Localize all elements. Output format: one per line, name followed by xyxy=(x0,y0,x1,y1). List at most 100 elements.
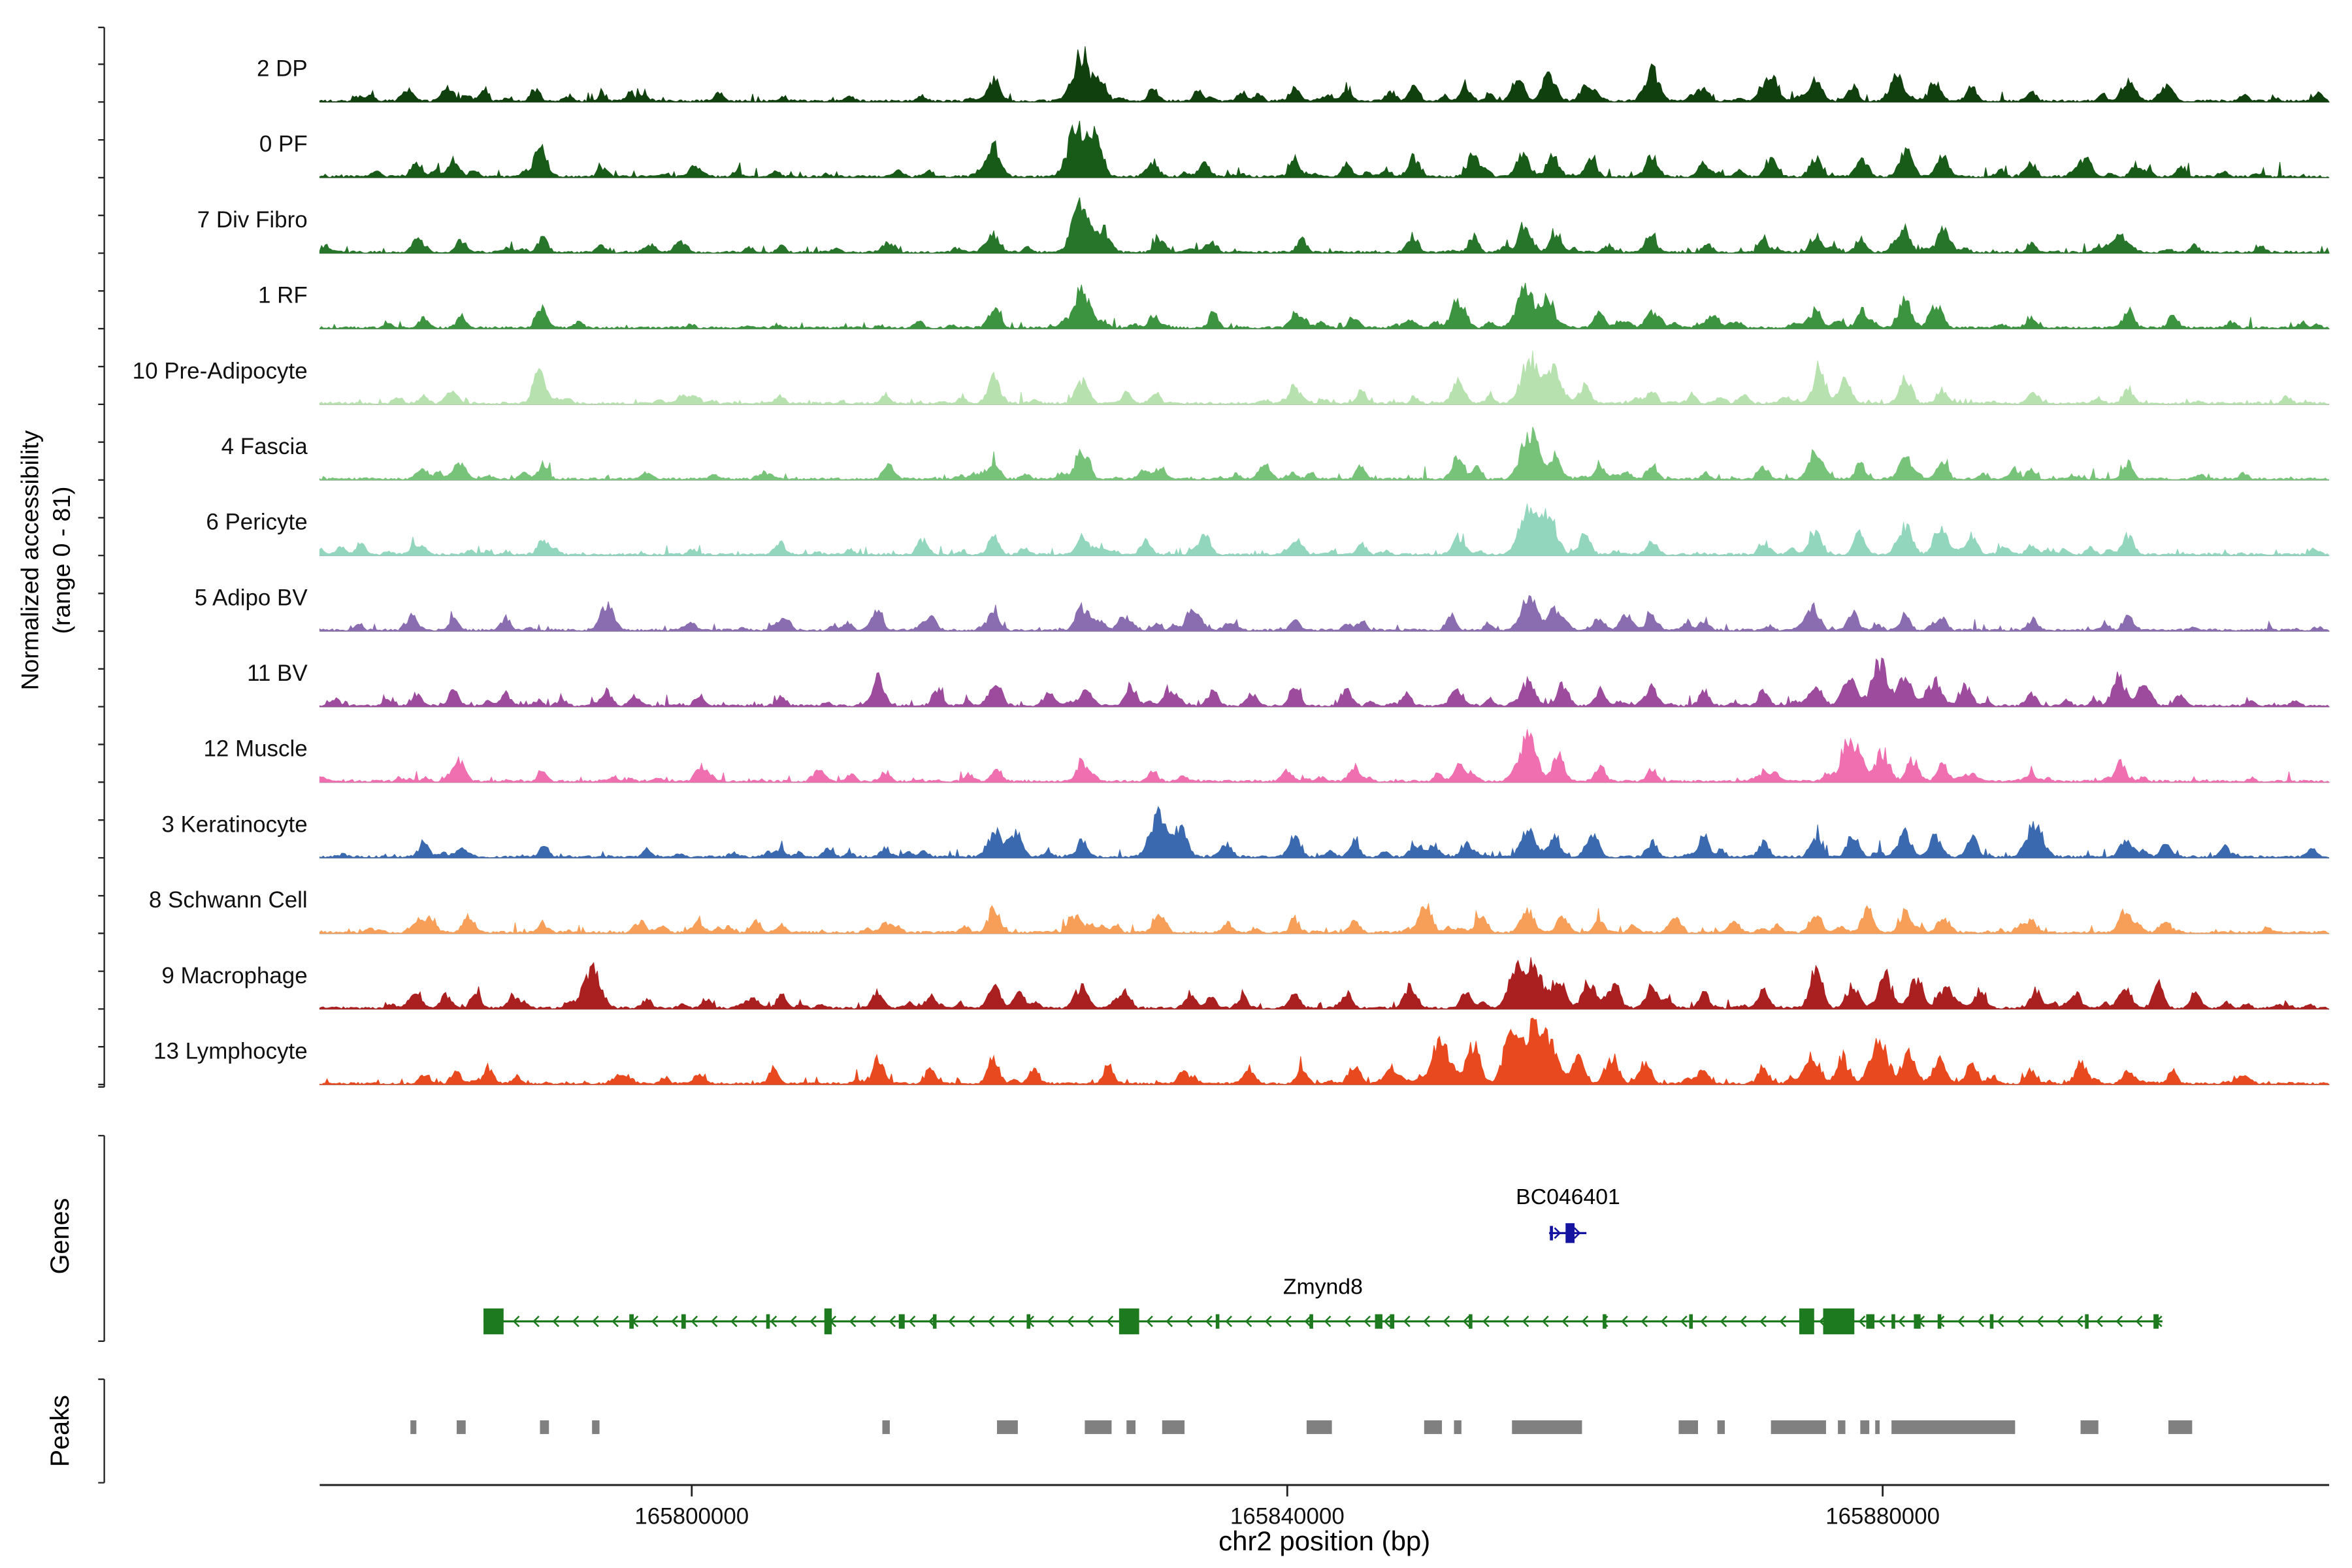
x-tick-label: 165800000 xyxy=(634,1503,749,1529)
peak-region xyxy=(1424,1420,1443,1434)
strand-arrow-icon xyxy=(1086,1315,1094,1328)
strand-arrow-icon xyxy=(789,1315,797,1328)
strand-arrow-icon xyxy=(1383,1315,1391,1328)
peak-region xyxy=(996,1420,1018,1434)
track-label-13-lymphocyte: 13 Lymphocyte xyxy=(154,1038,308,1064)
x-axis-label: chr2 position (bp) xyxy=(1218,1526,1431,1557)
strand-arrow-icon xyxy=(1324,1315,1331,1328)
track-label-4-fascia: 4 Fascia xyxy=(221,434,308,459)
strand-arrow-icon xyxy=(1225,1315,1232,1328)
track-label-3-keratinocyte: 3 Keratinocyte xyxy=(161,811,307,837)
strand-arrow-icon xyxy=(987,1315,995,1328)
strand-arrow-icon xyxy=(730,1315,738,1328)
peak-region xyxy=(2080,1420,2099,1434)
peak-region xyxy=(540,1420,549,1434)
strand-arrow-icon xyxy=(710,1315,718,1328)
gene-exon-zmynd8 xyxy=(766,1314,770,1329)
track-label-7-div-fibro: 7 Div Fibro xyxy=(197,207,308,233)
strand-arrow-icon xyxy=(809,1315,817,1328)
track-label-11-bv: 11 BV xyxy=(247,661,308,686)
gene-label-bc046401: BC046401 xyxy=(1516,1186,1620,1211)
peak-region xyxy=(410,1420,417,1434)
strand-arrow-icon xyxy=(2115,1315,2123,1328)
strand-arrow-icon xyxy=(591,1315,599,1328)
peak-region xyxy=(457,1420,466,1434)
gene-exon-zmynd8 xyxy=(1914,1314,1921,1329)
track-signal-4-fascia xyxy=(319,427,2330,481)
gene-exon-zmynd8 xyxy=(1375,1314,1382,1329)
strand-arrow-icon xyxy=(1185,1315,1193,1328)
strand-arrow-icon xyxy=(1759,1315,1767,1328)
gene-exon-zmynd8 xyxy=(932,1314,937,1329)
strand-arrow-icon xyxy=(1482,1315,1490,1328)
gene-exon-zmynd8 xyxy=(1215,1314,1220,1329)
tracks-axis-bracket xyxy=(98,26,105,1088)
peak-region xyxy=(1875,1420,1880,1434)
gene-exon-zmynd8 xyxy=(1799,1308,1814,1335)
gene-exon-zmynd8 xyxy=(1603,1314,1607,1329)
strand-arrow-icon xyxy=(889,1315,896,1328)
strand-arrow-icon xyxy=(1581,1315,1589,1328)
strand-arrow-icon xyxy=(1502,1315,1510,1328)
strand-arrow-icon xyxy=(2056,1315,2064,1328)
strand-arrow-icon xyxy=(2016,1315,2024,1328)
track-signal-9-macrophage xyxy=(319,957,2330,1010)
peak-region xyxy=(1891,1420,2016,1434)
strand-arrow-icon xyxy=(1403,1315,1411,1328)
track-label-8-schwann-cell: 8 Schwann Cell xyxy=(149,887,308,913)
peak-region xyxy=(1126,1420,1136,1434)
y-axis-label: Normalized accessibility (range 0 - 81) xyxy=(15,431,79,691)
track-label-10-pre-adipocyte: 10 Pre-Adipocyte xyxy=(133,358,308,384)
gene-exon-zmynd8 xyxy=(2085,1314,2089,1329)
strand-arrow-icon xyxy=(1264,1315,1272,1328)
strand-arrow-icon xyxy=(651,1315,659,1328)
peak-region xyxy=(882,1420,890,1434)
peak-region xyxy=(1085,1420,1112,1434)
strand-arrow-icon xyxy=(572,1315,580,1328)
strand-arrow-icon xyxy=(968,1315,975,1328)
strand-arrow-icon xyxy=(1066,1315,1074,1328)
strand-arrow-icon xyxy=(1720,1315,1727,1328)
strand-arrow-icon xyxy=(1245,1315,1252,1328)
gene-exon-zmynd8 xyxy=(1866,1314,1875,1329)
track-signal-6-pericyte xyxy=(319,503,2330,557)
strand-arrow-icon xyxy=(2096,1315,2103,1328)
strand-arrow-icon xyxy=(1561,1315,1569,1328)
strand-arrow-icon xyxy=(1739,1315,1747,1328)
track-label-6-pericyte: 6 Pericyte xyxy=(206,510,307,535)
strand-arrow-icon xyxy=(691,1315,698,1328)
track-signal-11-bv xyxy=(319,657,2330,708)
gene-exon-zmynd8 xyxy=(1891,1314,1895,1329)
strand-arrow-icon xyxy=(512,1315,520,1328)
strand-arrow-icon xyxy=(1344,1315,1351,1328)
strand-arrow-icon xyxy=(1621,1315,1628,1328)
gene-exon-zmynd8 xyxy=(1309,1314,1313,1329)
gene-exon-zmynd8 xyxy=(1390,1314,1395,1329)
peak-region xyxy=(1454,1420,1462,1434)
track-label-12-muscle: 12 Muscle xyxy=(203,736,307,762)
gene-exon-zmynd8 xyxy=(1937,1314,1942,1329)
strand-arrow-icon xyxy=(1997,1315,2004,1328)
strand-arrow-icon xyxy=(1660,1315,1668,1328)
genes-bracket xyxy=(98,1135,105,1342)
strand-arrow-icon xyxy=(2135,1315,2143,1328)
peak-region xyxy=(1771,1420,1826,1434)
strand-arrow-icon xyxy=(1364,1315,1371,1328)
strand-arrow-icon xyxy=(1541,1315,1549,1328)
peak-region xyxy=(1860,1420,1870,1434)
strand-arrow-icon xyxy=(1522,1315,1529,1328)
gene-exon-zmynd8 xyxy=(1989,1314,1994,1329)
track-signal-0-pf xyxy=(319,120,2330,178)
track-signal-1-rf xyxy=(319,282,2330,329)
gene-label-zmynd8: Zmynd8 xyxy=(1282,1275,1363,1300)
track-signal-13-lymphocyte xyxy=(319,1017,2330,1085)
peaks-section-label: Peaks xyxy=(45,1395,75,1467)
gene-exon-zmynd8 xyxy=(898,1314,905,1329)
peak-region xyxy=(1512,1420,1582,1434)
x-tick-label: 165880000 xyxy=(1825,1503,1940,1529)
strand-arrow-icon xyxy=(612,1315,619,1328)
strand-arrow-icon xyxy=(671,1315,678,1328)
strand-arrow-icon xyxy=(1680,1315,1688,1328)
strand-arrow-icon xyxy=(1700,1315,1707,1328)
